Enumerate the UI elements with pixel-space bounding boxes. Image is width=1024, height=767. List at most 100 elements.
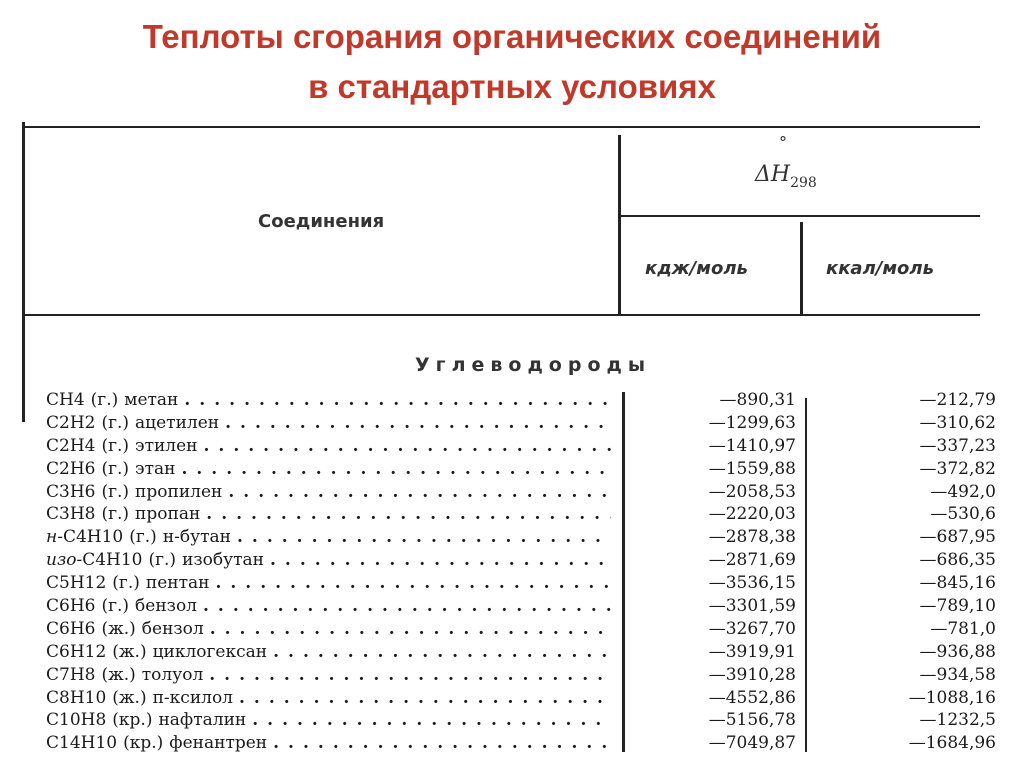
compound-cell: C6H6 (г.) бензол..........................… [46, 595, 611, 618]
header-bottom-border [22, 314, 980, 316]
table-row: C2H6 (г.) этан............................… [46, 458, 996, 481]
compound-name: н-бутан [162, 527, 231, 548]
state: (ж.) [112, 687, 147, 708]
compound-cell: изо- C4H10 (г.) изобутан...................… [46, 549, 611, 572]
table-row: C6H6 (ж.) бензол..........................… [46, 618, 996, 641]
leader-dots: ........................................… [238, 687, 611, 708]
kcal-value: —781,0 [930, 618, 996, 639]
table-row: C14H10 (кр.) фенантрен....................… [46, 732, 996, 755]
leader-dots: ........................................… [203, 435, 612, 456]
state: (кр.) [123, 733, 164, 754]
enthalpy-sup: ° [779, 133, 787, 152]
formula: C2H4 [46, 435, 96, 456]
leader-dots: ........................................… [215, 573, 611, 594]
leader-dots: ........................................… [252, 710, 611, 731]
kcal-value: —936,88 [919, 641, 996, 662]
kcal-value: —687,95 [919, 527, 996, 548]
compound-cell: CH4 (г.) метан............................… [46, 389, 611, 412]
kj-value: —3267,70 [708, 618, 796, 639]
state: (кр.) [112, 710, 153, 731]
state: (г.) [129, 527, 157, 548]
header-kcal: ккал/моль [826, 258, 934, 279]
kj-value: —4552,86 [708, 687, 796, 708]
table-row: C5H12 (г.) пентан.........................… [46, 572, 996, 595]
leader-dots: ........................................… [184, 390, 611, 410]
compound-cell: C6H6 (ж.) бензол..........................… [46, 618, 611, 641]
table-row: C6H12 (ж.) циклогексан....................… [46, 641, 996, 664]
formula: C5H12 [46, 573, 107, 594]
state: (ж.) [101, 618, 136, 639]
table-row: C2H2 (г.) ацетилен........................… [46, 412, 996, 435]
formula: C2H2 [46, 412, 96, 433]
leader-dots: ........................................… [270, 550, 611, 571]
kj-value: —3301,59 [708, 596, 796, 617]
compound-cell: C10H8 (кр.) нафталин......................… [46, 709, 611, 732]
enthalpy-symbol: ΔH [755, 162, 791, 187]
kj-value: —2220,03 [708, 504, 796, 525]
compound-cell: C3H8 (г.) пропан..........................… [46, 503, 611, 526]
leader-dots: ........................................… [202, 596, 611, 617]
compound-name: метан [124, 390, 179, 410]
compound-name: этилен [135, 435, 198, 456]
compound-name: ацетилен [135, 412, 220, 433]
compound-name: пропилен [135, 481, 223, 502]
compound-cell: C5H12 (г.) пентан.........................… [46, 572, 611, 595]
kj-value: —2871,69 [708, 550, 796, 571]
kcal-value: —212,79 [919, 390, 996, 410]
formula: C8H10 [46, 687, 107, 708]
kj-value: —3536,15 [708, 573, 796, 594]
table-row: C7H8 (ж.) толуол..........................… [46, 664, 996, 687]
compound-cell: C7H8 (ж.) толуол..........................… [46, 664, 611, 687]
formula: C2H6 [46, 458, 96, 479]
formula-prefix: изо- [46, 550, 83, 571]
body-divider-2 [805, 398, 807, 752]
header-compound: Соединения [258, 211, 385, 232]
leader-dots: ........................................… [181, 458, 611, 479]
slide-title-line-1: Теплоты сгорания органических соединений [142, 18, 882, 55]
table-row: изо- C4H10 (г.) изобутан...................… [46, 549, 996, 572]
formula: C14H10 [46, 733, 118, 754]
formula: C6H6 [46, 596, 96, 617]
compound-cell: н- C4H10 (г.) н-бутан......................… [46, 526, 611, 549]
state: (г.) [101, 435, 130, 456]
compound-name: изобутан [182, 550, 265, 571]
kcal-value: —372,82 [919, 458, 996, 479]
header-divider-horizontal [618, 215, 980, 217]
state: (г.) [101, 458, 130, 479]
compound-cell: C3H6 (г.) пропилен........................… [46, 481, 611, 504]
state: (ж.) [112, 641, 147, 662]
compound-cell: C8H10 (ж.) п-ксилол.......................… [46, 687, 611, 710]
kcal-value: —492,0 [930, 481, 996, 502]
kj-value: —3910,28 [708, 664, 796, 685]
kj-value: —2058,53 [708, 481, 796, 502]
table-row: C2H4 (г.) этилен..........................… [46, 435, 996, 458]
formula: C4H10 [82, 550, 143, 571]
formula: C6H6 [46, 618, 96, 639]
compound-name: пропан [135, 504, 201, 525]
table-top-border [22, 126, 980, 128]
table-row: C3H8 (г.) пропан..........................… [46, 503, 996, 526]
compound-cell: C14H10 (кр.) фенантрен....................… [46, 732, 611, 755]
kcal-value: —530,6 [930, 504, 996, 525]
compound-name: этан [135, 458, 176, 479]
kcal-value: —310,62 [919, 412, 996, 433]
compound-name: толуол [141, 664, 204, 685]
table-row: CH4 (г.) метан............................… [46, 389, 996, 412]
kj-value: —890,31 [719, 390, 796, 410]
kj-value: —1559,88 [708, 458, 796, 479]
formula-prefix: н- [46, 527, 63, 548]
compound-name: п-ксилол [152, 687, 233, 708]
leader-dots: ........................................… [273, 641, 611, 662]
compound-cell: C2H6 (г.) этан............................… [46, 458, 611, 481]
state: (г.) [101, 481, 130, 502]
enthalpy-sub: 298 [790, 175, 817, 191]
table-row: C3H6 (г.) пропилен........................… [46, 481, 996, 504]
kj-value: —7049,87 [708, 733, 796, 754]
state: (г.) [148, 550, 177, 571]
kj-value: —1299,63 [708, 412, 796, 433]
kcal-value: —1088,16 [908, 687, 996, 708]
kcal-value: —337,23 [919, 435, 996, 456]
table-row: C6H6 (г.) бензол..........................… [46, 595, 996, 618]
compound-name: нафталин [158, 710, 247, 731]
slide-title-line-2: в стандартных условиях [308, 68, 716, 105]
